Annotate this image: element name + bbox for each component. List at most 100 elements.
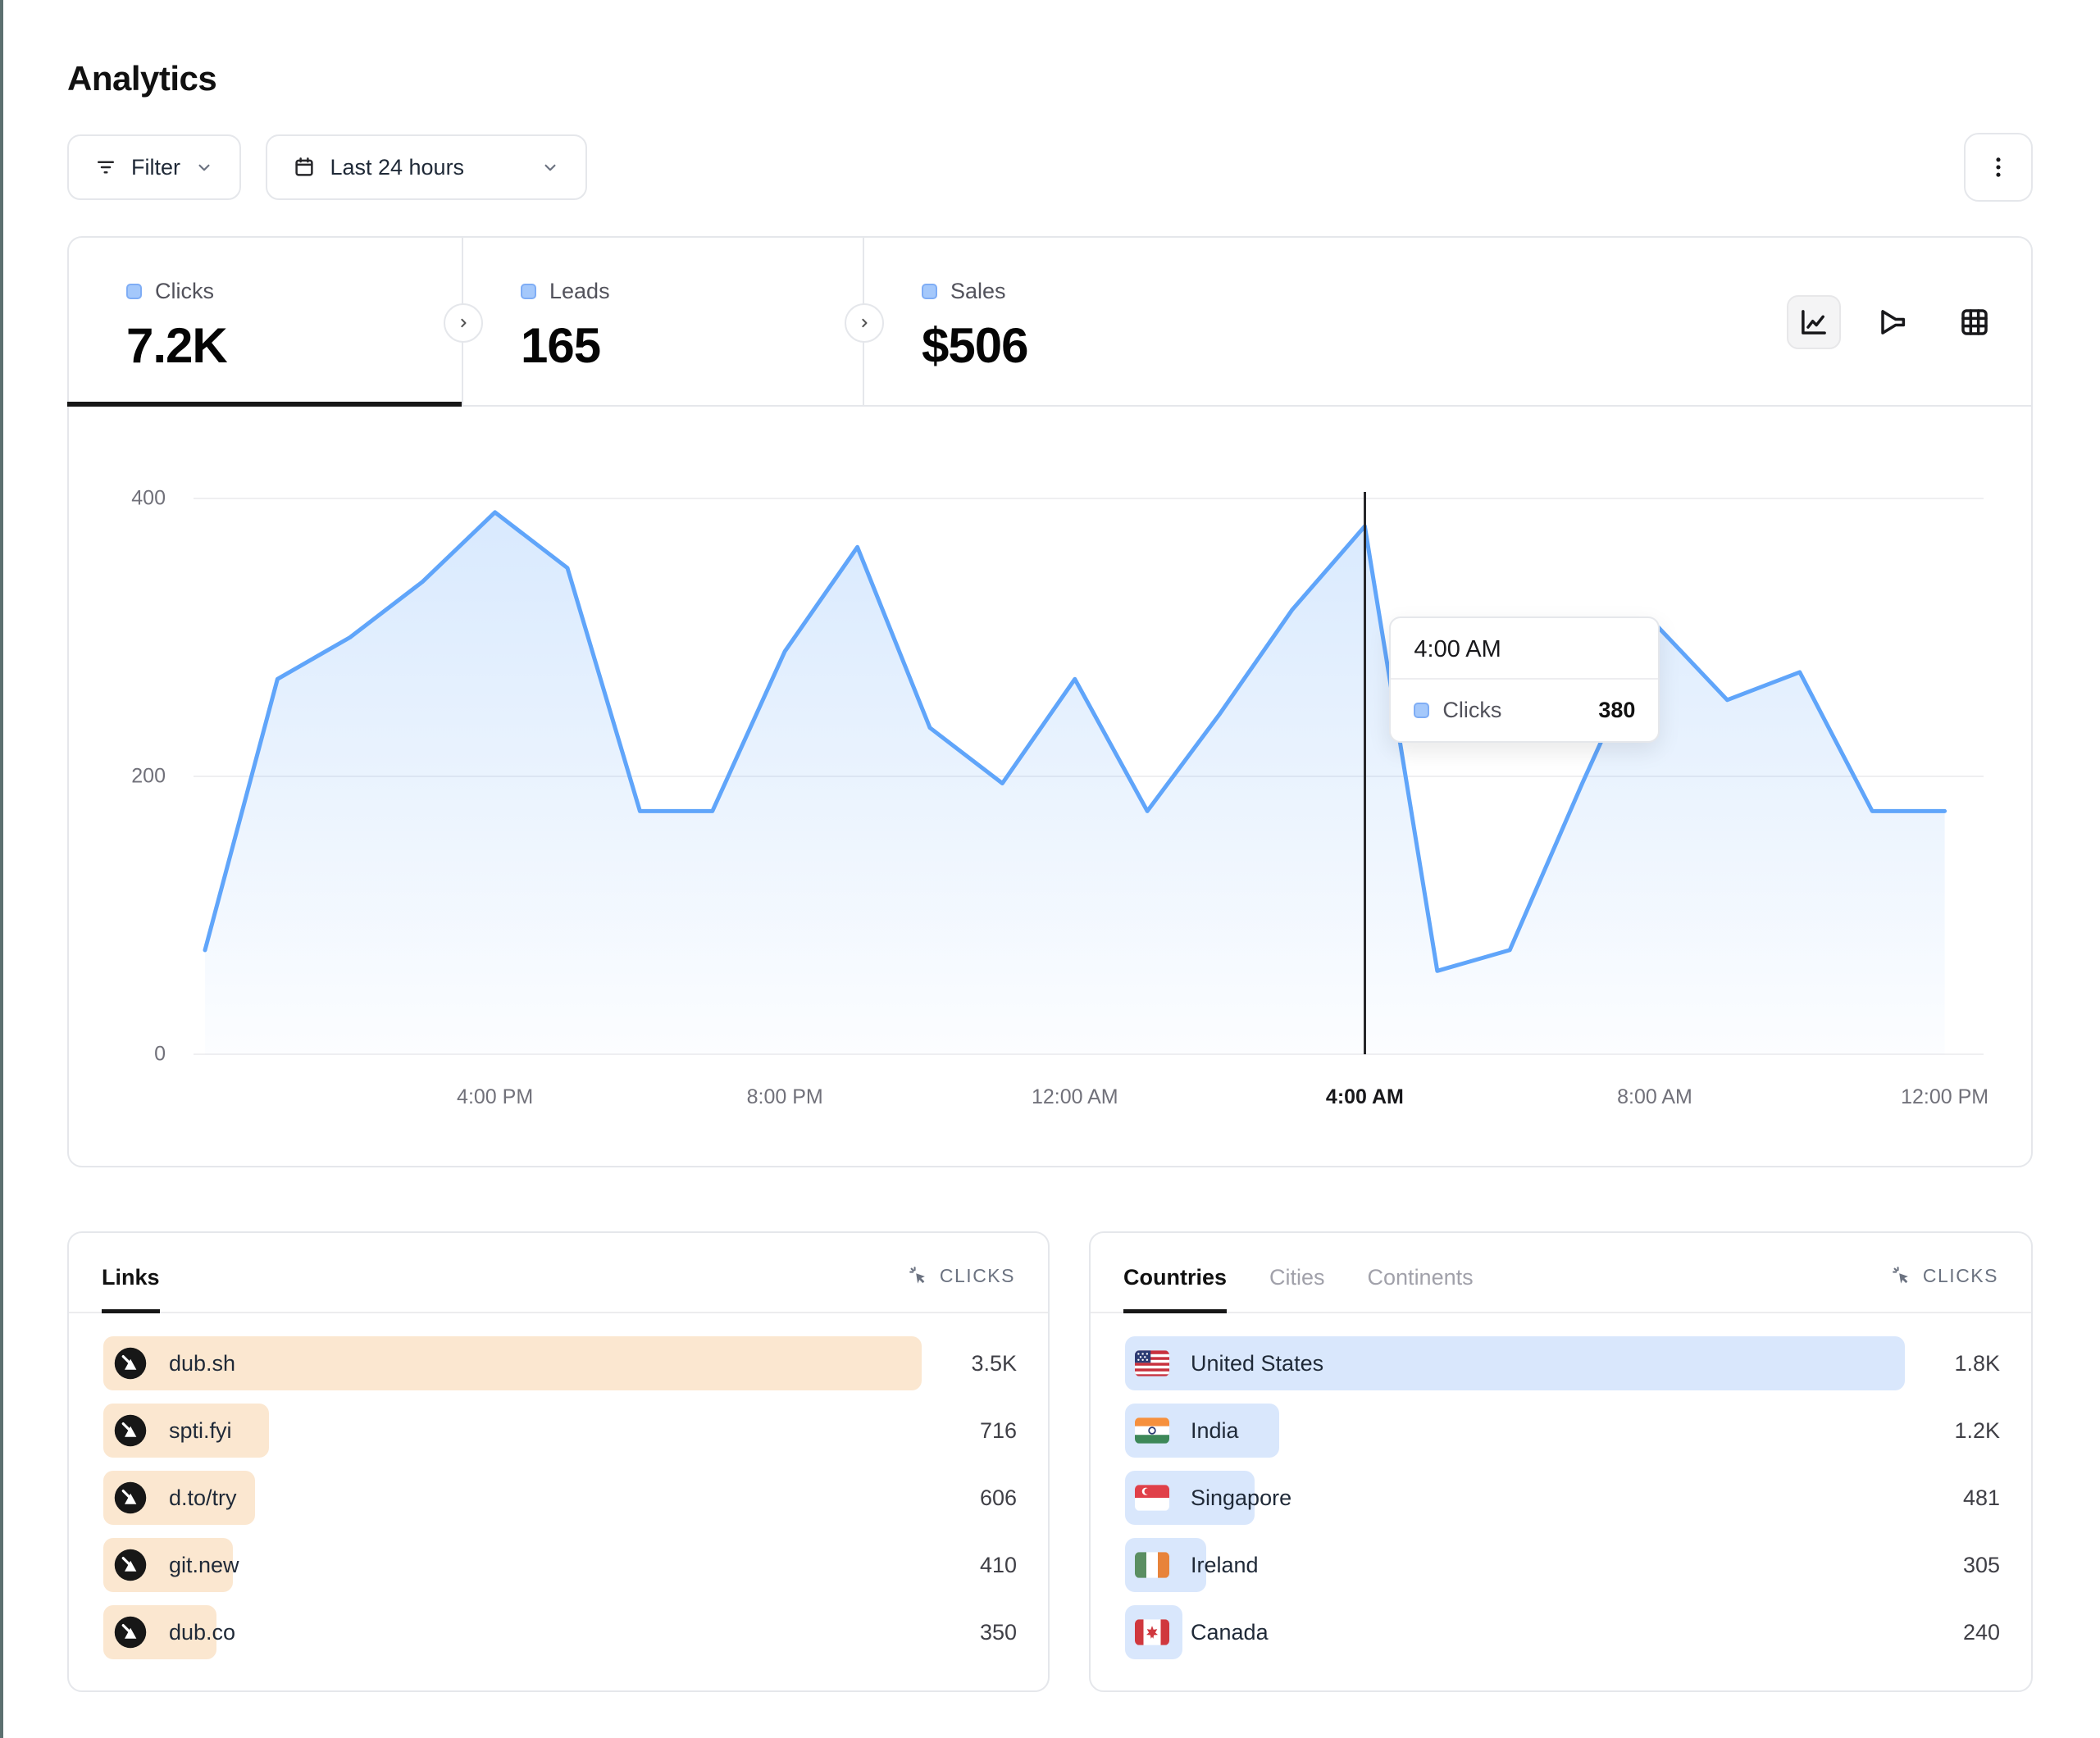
sales-legend-swatch (922, 284, 937, 299)
breakdown-panels: Links CLICKS dub.sh 3.5K spti.fyi (67, 1231, 2033, 1692)
tooltip-time: 4:00 AM (1391, 618, 1659, 680)
list-item[interactable]: d.to/try 606 (103, 1471, 1017, 1525)
tab-leads[interactable]: Leads 165 (463, 238, 864, 405)
cursor-click-icon (907, 1264, 930, 1287)
row-value: 1.8K (1954, 1350, 2000, 1376)
links-metric-header[interactable]: CLICKS (907, 1264, 1015, 1312)
x-axis-tick: 12:00 AM (1031, 1085, 1118, 1108)
table-view-button[interactable] (1947, 295, 2002, 349)
row-label: spti.fyi (169, 1417, 232, 1443)
metric-header-label: CLICKS (939, 1264, 1015, 1286)
expand-clicks-leads-button[interactable] (444, 303, 483, 343)
tab-countries[interactable]: Countries (1123, 1265, 1228, 1313)
filter-button-label: Filter (131, 154, 180, 180)
bar-area: d.to/try (103, 1471, 922, 1525)
bar-area: Singapore (1125, 1471, 1905, 1525)
metric-label: Sales (950, 279, 1006, 303)
row-label: Singapore (1191, 1485, 1292, 1510)
list-item[interactable]: git.new 410 (103, 1538, 1017, 1592)
countries-panel: Countries Cities Continents CLICKS Unite… (1089, 1231, 2033, 1692)
countries-tabs: Countries Cities Continents (1123, 1265, 1474, 1313)
bar-area: Ireland (1125, 1538, 1905, 1592)
dub-logo-icon (113, 1346, 148, 1381)
tab-cities[interactable]: Cities (1269, 1265, 1325, 1290)
row-value: 350 (979, 1619, 1017, 1645)
calendar-icon (295, 157, 314, 176)
gridline (194, 498, 1984, 499)
tab-continents[interactable]: Continents (1367, 1265, 1474, 1290)
dub-logo-icon (113, 1548, 148, 1582)
dub-logo-icon (113, 1413, 148, 1448)
row-label: git.new (169, 1552, 239, 1577)
row-value: 481 (1962, 1485, 2000, 1510)
filter-icon (98, 161, 114, 174)
clicks-legend-swatch (126, 284, 142, 299)
ca-flag-icon (1135, 1619, 1169, 1645)
window-edge-divider (0, 0, 3, 1738)
list-item[interactable]: India 1.2K (1125, 1404, 2000, 1458)
filter-button[interactable]: Filter (67, 134, 241, 200)
list-item[interactable]: Singapore 481 (1125, 1471, 2000, 1525)
row-value: 3.5K (971, 1350, 1017, 1376)
value-bar (103, 1336, 922, 1390)
chart-type-switcher (1787, 295, 2002, 349)
tab-links[interactable]: Links (102, 1265, 160, 1313)
metric-label: Leads (549, 279, 610, 303)
row-value: 1.2K (1954, 1417, 2000, 1443)
list-item[interactable]: Ireland 305 (1125, 1538, 2000, 1592)
line-chart-view-button[interactable] (1787, 295, 1841, 349)
bar-area: dub.co (103, 1605, 922, 1659)
tooltip-series-name: Clicks (1442, 698, 1502, 722)
more-options-button[interactable] (1964, 133, 2033, 202)
list-item[interactable]: dub.sh 3.5K (103, 1336, 1017, 1390)
metric-value: 165 (521, 318, 601, 373)
y-axis-tick: 400 (131, 486, 166, 510)
expand-leads-sales-button[interactable] (845, 303, 884, 343)
kebab-menu-icon (1996, 157, 2001, 177)
chevron-down-icon (544, 164, 556, 171)
bar-area: India (1125, 1404, 1905, 1458)
list-item[interactable]: Canada 240 (1125, 1605, 2000, 1659)
row-value: 305 (1962, 1552, 2000, 1577)
area-fill (205, 512, 1945, 1054)
countries-panel-header: Countries Cities Continents CLICKS (1091, 1233, 2031, 1313)
date-range-button[interactable]: Last 24 hours (266, 134, 588, 200)
row-value: 410 (979, 1552, 1017, 1577)
bar-area: Canada (1125, 1605, 1905, 1659)
list-item[interactable]: dub.co 350 (103, 1605, 1017, 1659)
row-label: Ireland (1191, 1552, 1259, 1577)
x-axis-tick: 4:00 AM (1325, 1085, 1404, 1108)
list-item[interactable]: United States 1.8K (1125, 1336, 2000, 1390)
date-range-label: Last 24 hours (330, 154, 465, 180)
tab-sales[interactable]: Sales $506 (864, 238, 2031, 405)
chevron-right-icon (461, 318, 467, 328)
row-label: dub.sh (169, 1350, 236, 1376)
leads-legend-swatch (521, 284, 536, 299)
list-item[interactable]: spti.fyi 716 (103, 1404, 1017, 1458)
dub-logo-icon (113, 1481, 148, 1515)
metric-value: $506 (922, 318, 1028, 373)
countries-list: United States 1.8K India 1.2K Singapore … (1091, 1313, 2031, 1659)
countries-metric-header[interactable]: CLICKS (1890, 1264, 1998, 1312)
links-tabs: Links (102, 1265, 160, 1313)
bar-area: git.new (103, 1538, 922, 1592)
y-axis-tick: 200 (131, 764, 166, 788)
tab-clicks[interactable]: Clicks 7.2K (67, 238, 463, 407)
x-axis-tick: 4:00 PM (457, 1085, 534, 1108)
clicks-legend-swatch (1414, 703, 1430, 718)
chevron-down-icon (198, 164, 210, 171)
cursor-click-icon (1890, 1264, 1913, 1287)
chevron-right-icon (862, 318, 868, 328)
metric-label: Clicks (155, 279, 214, 303)
metric-header-label: CLICKS (1922, 1264, 1998, 1286)
tooltip-series-row: Clicks 380 (1391, 680, 1658, 741)
clicks-time-series-chart[interactable]: 4:00 AM Clicks 380 0 200 400 4:00 PM 8:00 PM… (69, 407, 2031, 1166)
ie-flag-icon (1135, 1552, 1169, 1578)
row-label: India (1191, 1417, 1239, 1443)
metric-value: 7.2K (126, 318, 228, 373)
tooltip-value: 380 (1598, 698, 1636, 722)
page-title: Analytics (67, 59, 217, 98)
funnel-view-button[interactable] (1867, 295, 1921, 349)
row-value: 716 (979, 1417, 1017, 1443)
row-label: d.to/try (169, 1485, 237, 1510)
